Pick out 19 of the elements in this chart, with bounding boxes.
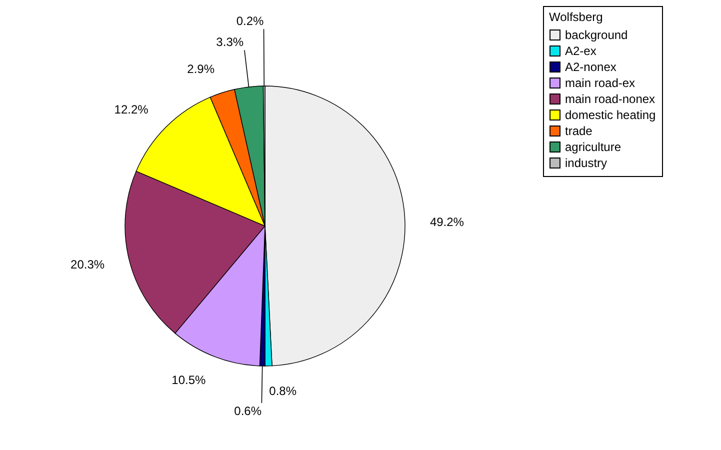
data-label: 20.3%: [70, 258, 105, 272]
legend-label: main road-nonex: [565, 92, 656, 106]
legend-label: industry: [565, 156, 608, 170]
legend-label: trade: [565, 124, 593, 138]
data-label: 3.3%: [216, 35, 244, 50]
legend-title: Wolfsberg: [549, 10, 603, 24]
legend-label: A2-nonex: [565, 60, 616, 74]
legend-label: background: [565, 28, 628, 42]
data-label: 2.9%: [187, 62, 215, 76]
data-label: 10.5%: [172, 372, 206, 387]
legend-label: agriculture: [565, 140, 622, 154]
data-label: 12.2%: [114, 102, 149, 116]
legend-label: main road-ex: [565, 76, 636, 90]
data-label: 0.8%: [269, 384, 297, 398]
data-label: 49.2%: [430, 214, 464, 229]
data-label: 0.6%: [234, 404, 262, 418]
legend-label: domestic heating: [565, 108, 656, 122]
data-label: 0.2%: [236, 14, 264, 28]
legend-label: A2-ex: [565, 44, 596, 58]
